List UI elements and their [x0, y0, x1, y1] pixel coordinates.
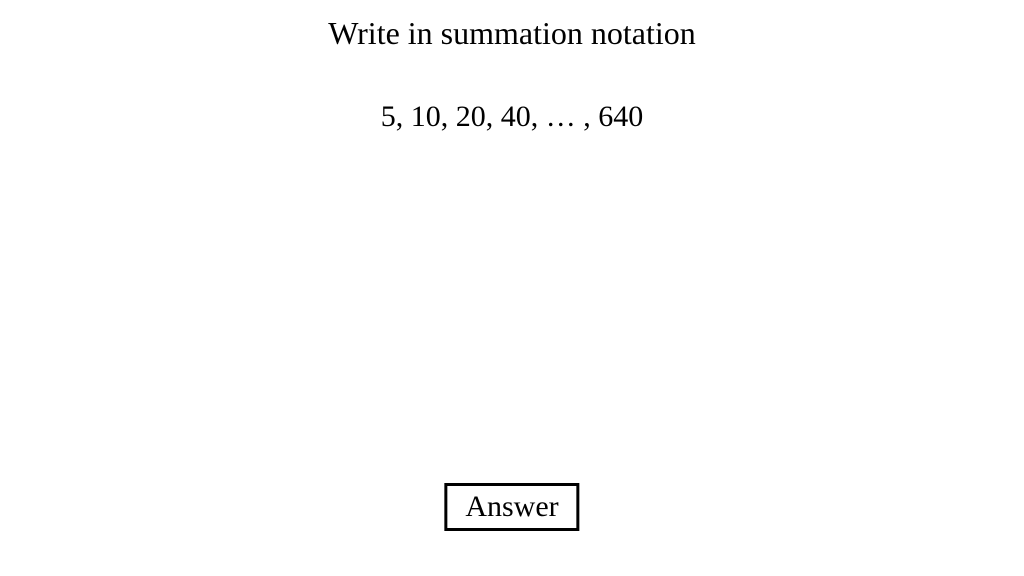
answer-button[interactable]: Answer: [444, 483, 579, 531]
question-title: Write in summation notation: [0, 15, 1024, 52]
sequence-text: 5, 10, 20, 40, … , 640: [0, 100, 1024, 134]
